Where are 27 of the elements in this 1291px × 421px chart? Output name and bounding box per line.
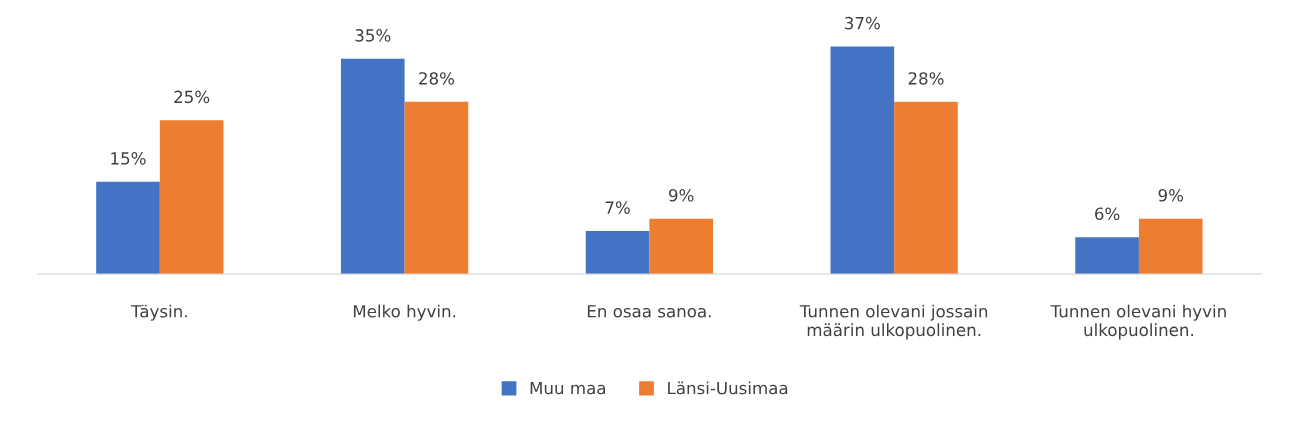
x-tick-label: En osaa sanoa. bbox=[587, 305, 711, 318]
data-label: 7% bbox=[605, 201, 630, 214]
data-label: 25% bbox=[174, 90, 210, 104]
bar bbox=[404, 101, 469, 275]
bar bbox=[649, 218, 714, 275]
bar bbox=[1075, 237, 1139, 275]
data-label: 37% bbox=[845, 16, 880, 30]
x-tick-label: Melko hyvin. bbox=[353, 304, 456, 321]
data-label: 28% bbox=[419, 72, 455, 85]
legend-label: Muu maa bbox=[530, 381, 605, 395]
bar bbox=[1138, 218, 1203, 275]
bar bbox=[894, 101, 958, 275]
bar bbox=[159, 120, 224, 275]
bar bbox=[830, 46, 895, 275]
data-label: 15% bbox=[111, 152, 146, 165]
data-label: 9% bbox=[1158, 188, 1184, 202]
data-label: 6% bbox=[1095, 207, 1120, 221]
legend-label: Länsi-Uusimaa bbox=[668, 381, 788, 395]
x-tick-label: Tunnen olevani jossain määrin ulkopuolinen. bbox=[799, 304, 988, 340]
bar bbox=[585, 231, 650, 275]
data-label: 9% bbox=[669, 188, 694, 202]
bar bbox=[340, 58, 405, 275]
x-tick-label: Täysin. bbox=[131, 304, 187, 321]
bar bbox=[96, 181, 160, 275]
x-tick-label: Tunnen olevani hyvin ulkopuolinen. bbox=[1050, 304, 1226, 340]
data-label: 35% bbox=[355, 29, 391, 42]
data-label: 28% bbox=[908, 72, 944, 85]
